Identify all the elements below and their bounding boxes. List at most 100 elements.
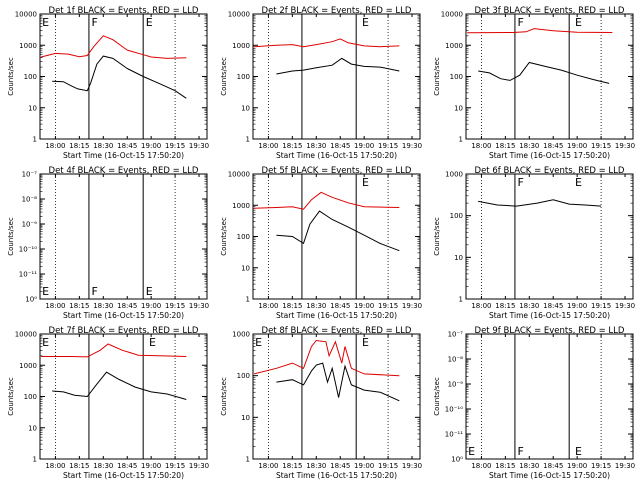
y-tick-label: 10⁰ <box>25 296 37 304</box>
y-tick-label: 1000 <box>232 331 250 339</box>
y-tick-label: 1 <box>33 456 37 464</box>
panel-det-9: Det 9f BLACK = Events, RED = LLD 18:00 18:… <box>433 326 635 480</box>
x-axis-label: Start Time (16-Oct-15 17:50:20) <box>276 151 397 160</box>
lld-series-line <box>41 343 187 358</box>
x-axis-label: Start Time (16-Oct-15 17:50:20) <box>276 471 397 480</box>
x-tick-label: 19:30 <box>402 142 422 150</box>
y-tick-label: 1000 <box>19 42 37 50</box>
y-tick-label: 10⁻¹⁰ <box>19 246 37 254</box>
x-tick-label: 19:00 <box>141 302 161 310</box>
panel-title: Det 4f BLACK = Events, RED = LLD <box>49 166 199 176</box>
panel-title: Det 8f BLACK = Events, RED = LLD <box>262 326 412 336</box>
y-tick-label: 100 <box>24 393 37 401</box>
y-tick-label: 10000 <box>15 11 37 19</box>
x-tick-label: 18:00 <box>471 302 491 310</box>
panel-title: Det 6f BLACK = Events, RED = LLD <box>475 166 625 176</box>
y-tick-label: 10⁻¹¹ <box>19 271 37 279</box>
x-tick-label: 18:30 <box>93 142 113 150</box>
marker-e: E <box>42 16 49 29</box>
marker-e: E <box>575 176 582 189</box>
panel-det-5: Det 5f BLACK = Events, RED = LLD 18:00 18:… <box>220 166 422 320</box>
y-axis-label: Counts/sec <box>433 57 441 96</box>
x-tick-label: 18:45 <box>330 142 350 150</box>
x-tick-label: 18:45 <box>117 462 137 470</box>
x-tick-label: 18:00 <box>258 302 278 310</box>
x-axis-label: Start Time (16-Oct-15 17:50:20) <box>63 151 184 160</box>
x-tick-label: 19:15 <box>165 462 185 470</box>
x-tick-label: 18:15 <box>282 462 302 470</box>
x-tick-label: 18:00 <box>471 462 491 470</box>
plot-frame <box>252 173 421 300</box>
events-series-line <box>276 362 400 402</box>
y-axis-label: Counts/sec <box>433 217 441 256</box>
y-tick-label: 10000 <box>228 11 250 19</box>
x-tick-label: 19:30 <box>189 142 209 150</box>
panel-title: Det 5f BLACK = Events, RED = LLD <box>262 166 412 176</box>
x-tick-label: 18:30 <box>306 302 326 310</box>
y-tick-label: 1000 <box>445 171 463 179</box>
x-tick-label: 18:15 <box>495 462 515 470</box>
y-tick-label: 1000 <box>19 362 37 370</box>
events-series-line <box>276 57 400 75</box>
x-tick-label: 19:00 <box>141 462 161 470</box>
panel-title: Det 7f BLACK = Events, RED = LLD <box>49 326 199 336</box>
y-axis-label: Counts/sec <box>433 377 441 416</box>
x-tick-label: 18:00 <box>471 142 491 150</box>
x-tick-label: 19:30 <box>189 302 209 310</box>
events-series-line <box>478 61 610 84</box>
y-tick-label: 10 <box>241 264 250 272</box>
lld-series-line <box>254 38 400 48</box>
marker-e: E <box>42 336 49 349</box>
y-axis-label: Counts/sec <box>7 57 15 96</box>
x-tick-label: 18:30 <box>306 462 326 470</box>
x-axis-label: Start Time (16-Oct-15 17:50:20) <box>276 311 397 320</box>
x-tick-label: 19:15 <box>378 302 398 310</box>
plot-frame <box>252 333 421 460</box>
events-series-line <box>52 371 187 400</box>
x-tick-label: 18:30 <box>93 462 113 470</box>
marker-e: E <box>146 16 153 29</box>
y-axis-label: Counts/sec <box>7 377 15 416</box>
x-tick-label: 19:15 <box>378 142 398 150</box>
plot-frame <box>39 13 208 140</box>
x-tick-label: 19:00 <box>567 302 587 310</box>
x-tick-label: 19:15 <box>165 302 185 310</box>
marker-e: E <box>362 176 369 189</box>
y-tick-label: 1 <box>459 136 463 144</box>
y-tick-label: 1000 <box>445 42 463 50</box>
marker-e: E <box>146 285 153 298</box>
y-tick-label: 10⁻⁷ <box>22 171 38 179</box>
y-axis-label: Counts/sec <box>220 217 228 256</box>
x-tick-label: 18:00 <box>45 462 65 470</box>
y-tick-label: 1000 <box>232 202 250 210</box>
panel-det-1: Det 1f BLACK = Events, RED = LLD 18:00 18:… <box>7 6 209 160</box>
plot-frame <box>252 13 421 140</box>
x-tick-label: 19:30 <box>189 462 209 470</box>
y-tick-label: 10 <box>454 104 463 112</box>
x-tick-label: 18:00 <box>258 142 278 150</box>
marker-f: F <box>518 16 524 29</box>
plot-frame <box>465 333 634 460</box>
y-tick-label: 10⁻¹¹ <box>445 431 463 439</box>
y-tick-label: 10⁰ <box>451 456 463 464</box>
y-tick-label: 100 <box>237 372 250 380</box>
marker-f: F <box>92 285 98 298</box>
x-tick-label: 18:15 <box>69 302 89 310</box>
y-tick-label: 10 <box>28 104 37 112</box>
panel-det-6: Det 6f BLACK = Events, RED = LLD 18:00 18:… <box>433 166 635 320</box>
x-tick-label: 19:00 <box>141 142 161 150</box>
y-tick-label: 10⁻⁷ <box>448 331 464 339</box>
marker-f: F <box>518 176 524 189</box>
lld-series-line <box>254 191 400 210</box>
x-tick-label: 18:15 <box>495 302 515 310</box>
y-tick-label: 100 <box>450 73 463 81</box>
y-tick-label: 10⁻⁹ <box>448 381 464 389</box>
x-tick-label: 19:30 <box>402 302 422 310</box>
y-tick-label: 1 <box>246 456 250 464</box>
y-tick-label: 10 <box>241 104 250 112</box>
x-tick-label: 19:00 <box>354 302 374 310</box>
x-axis-label: Start Time (16-Oct-15 17:50:20) <box>63 311 184 320</box>
x-tick-label: 18:30 <box>519 142 539 150</box>
y-tick-label: 10⁻⁹ <box>22 221 38 229</box>
